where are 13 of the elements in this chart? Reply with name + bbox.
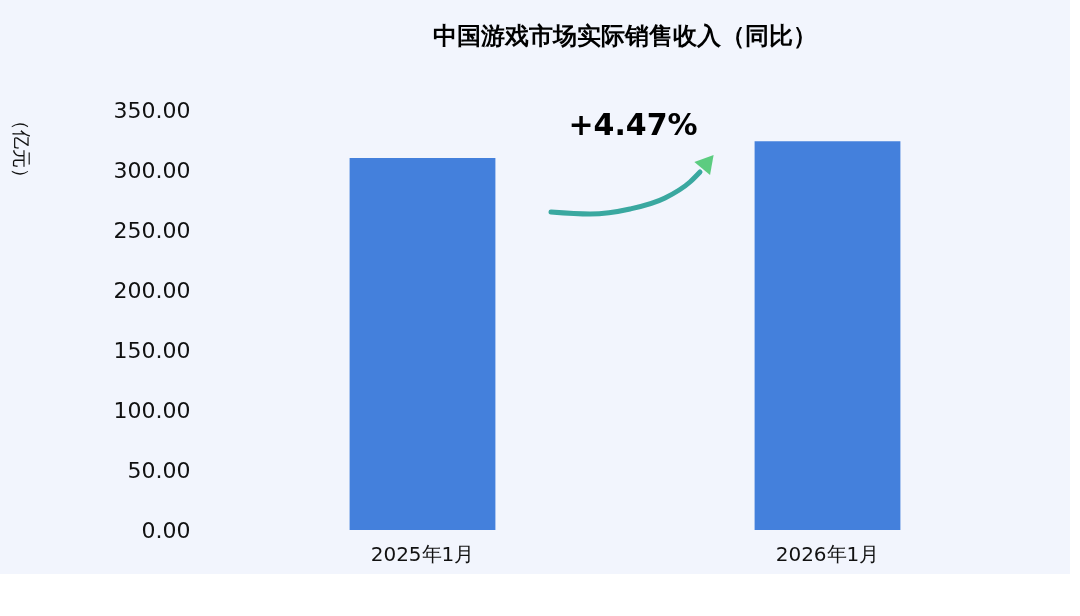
y-tick-label: 300.00: [113, 157, 191, 183]
y-tick-label: 50.00: [127, 457, 191, 483]
y-tick-label: 150.00: [113, 337, 191, 363]
x-tick-label: 2026年1月: [775, 541, 880, 566]
annotation: +4.47%: [568, 107, 698, 142]
x-tick-label: 2025年1月: [370, 541, 475, 566]
chart-title: 中国游戏市场实际销售收入（同比）: [433, 22, 817, 50]
y-tick-label: 250.00: [113, 217, 191, 243]
y-tick-label: 100.00: [113, 397, 191, 423]
y-tick-label: 350.00: [113, 97, 191, 123]
y-tick-label: 0.00: [141, 517, 191, 543]
y-axis-title: （亿元）: [10, 110, 33, 187]
y-tick-label: 200.00: [113, 277, 191, 303]
